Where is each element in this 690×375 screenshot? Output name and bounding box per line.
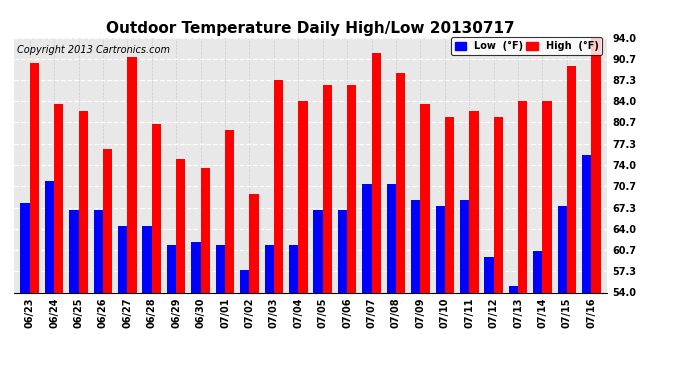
Bar — [591, 38, 600, 292]
Bar — [201, 168, 210, 292]
Bar — [371, 54, 381, 292]
Bar — [542, 101, 552, 292]
Bar — [338, 210, 347, 292]
Bar — [518, 101, 527, 292]
Bar — [45, 181, 54, 292]
Bar — [69, 210, 79, 292]
Bar — [469, 111, 478, 292]
Bar — [274, 80, 283, 292]
Bar — [128, 57, 137, 292]
Bar — [362, 184, 371, 292]
Bar — [582, 155, 591, 292]
Bar — [167, 245, 176, 292]
Bar — [323, 86, 332, 292]
Bar — [435, 206, 445, 292]
Bar — [264, 245, 274, 292]
Bar — [152, 124, 161, 292]
Bar — [225, 130, 235, 292]
Bar — [396, 73, 405, 292]
Bar — [250, 194, 259, 292]
Bar — [143, 226, 152, 292]
Bar — [216, 245, 225, 292]
Bar — [298, 101, 308, 292]
Bar — [484, 257, 493, 292]
Bar — [240, 270, 250, 292]
Bar — [79, 111, 88, 292]
Bar — [386, 184, 396, 292]
Bar — [411, 200, 420, 292]
Bar — [103, 149, 112, 292]
Bar — [460, 200, 469, 292]
Bar — [558, 206, 567, 292]
Bar — [54, 104, 63, 292]
Bar — [176, 159, 186, 292]
Bar — [420, 104, 430, 292]
Bar — [289, 245, 298, 292]
Bar — [313, 210, 323, 292]
Bar — [533, 251, 542, 292]
Legend: Low  (°F), High  (°F): Low (°F), High (°F) — [451, 37, 602, 55]
Bar — [567, 66, 576, 292]
Text: Copyright 2013 Cartronics.com: Copyright 2013 Cartronics.com — [17, 45, 170, 55]
Bar — [347, 86, 357, 292]
Bar — [493, 117, 503, 292]
Bar — [445, 117, 454, 292]
Bar — [118, 226, 128, 292]
Bar — [509, 286, 518, 292]
Bar — [94, 210, 103, 292]
Bar — [21, 203, 30, 292]
Title: Outdoor Temperature Daily High/Low 20130717: Outdoor Temperature Daily High/Low 20130… — [106, 21, 515, 36]
Bar — [30, 63, 39, 292]
Bar — [191, 242, 201, 292]
